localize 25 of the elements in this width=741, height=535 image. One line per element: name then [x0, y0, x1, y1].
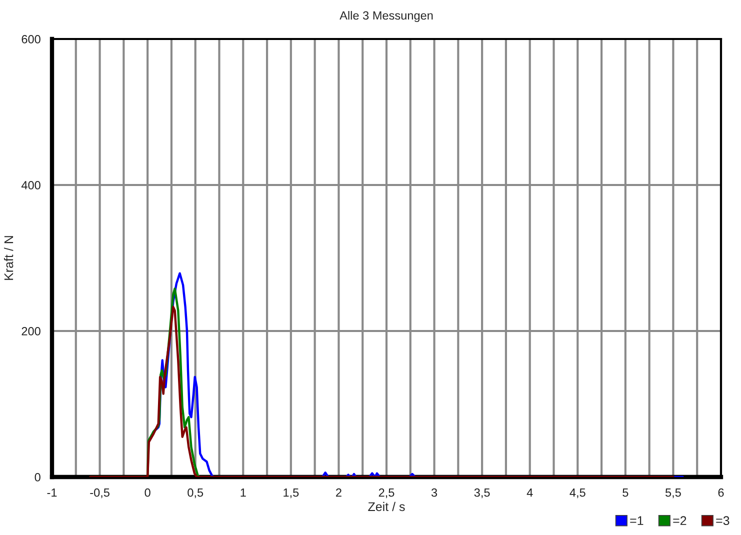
x-tick-label: 6 — [718, 488, 724, 497]
x-tick-label: 5,5 — [665, 488, 681, 498]
x-tick-label: 4 — [526, 488, 533, 497]
x-tick-label: 1 — [240, 488, 246, 497]
y-tick-label: 200 — [22, 327, 40, 336]
legend-label: =2 — [673, 516, 686, 525]
x-tick-label: 5 — [622, 488, 628, 497]
x-axis-title: Zeit / s — [368, 502, 405, 512]
x-tick-label: 3,5 — [474, 488, 490, 498]
y-axis-title: Kraft / N — [4, 236, 14, 280]
x-tick-label: 0 — [144, 488, 150, 497]
y-tick-label: 600 — [22, 35, 40, 44]
legend-label: =1 — [630, 516, 644, 525]
chart-title: Alle 3 Messungen — [340, 11, 433, 22]
x-tick-label: 3 — [431, 488, 438, 497]
x-tick-label: 2 — [336, 488, 342, 497]
y-tick-label: 400 — [21, 181, 40, 190]
x-tick-label: 1,5 — [284, 488, 299, 498]
x-tick-label: -1 — [47, 488, 57, 497]
legend-label: =3 — [716, 516, 730, 526]
x-tick-label: 2,5 — [378, 488, 394, 498]
x-tick-label: -0,5 — [90, 488, 110, 498]
y-tick-label: 0 — [34, 473, 40, 482]
x-tick-label: 0,5 — [188, 488, 204, 498]
x-tick-label: 4,5 — [570, 488, 586, 498]
